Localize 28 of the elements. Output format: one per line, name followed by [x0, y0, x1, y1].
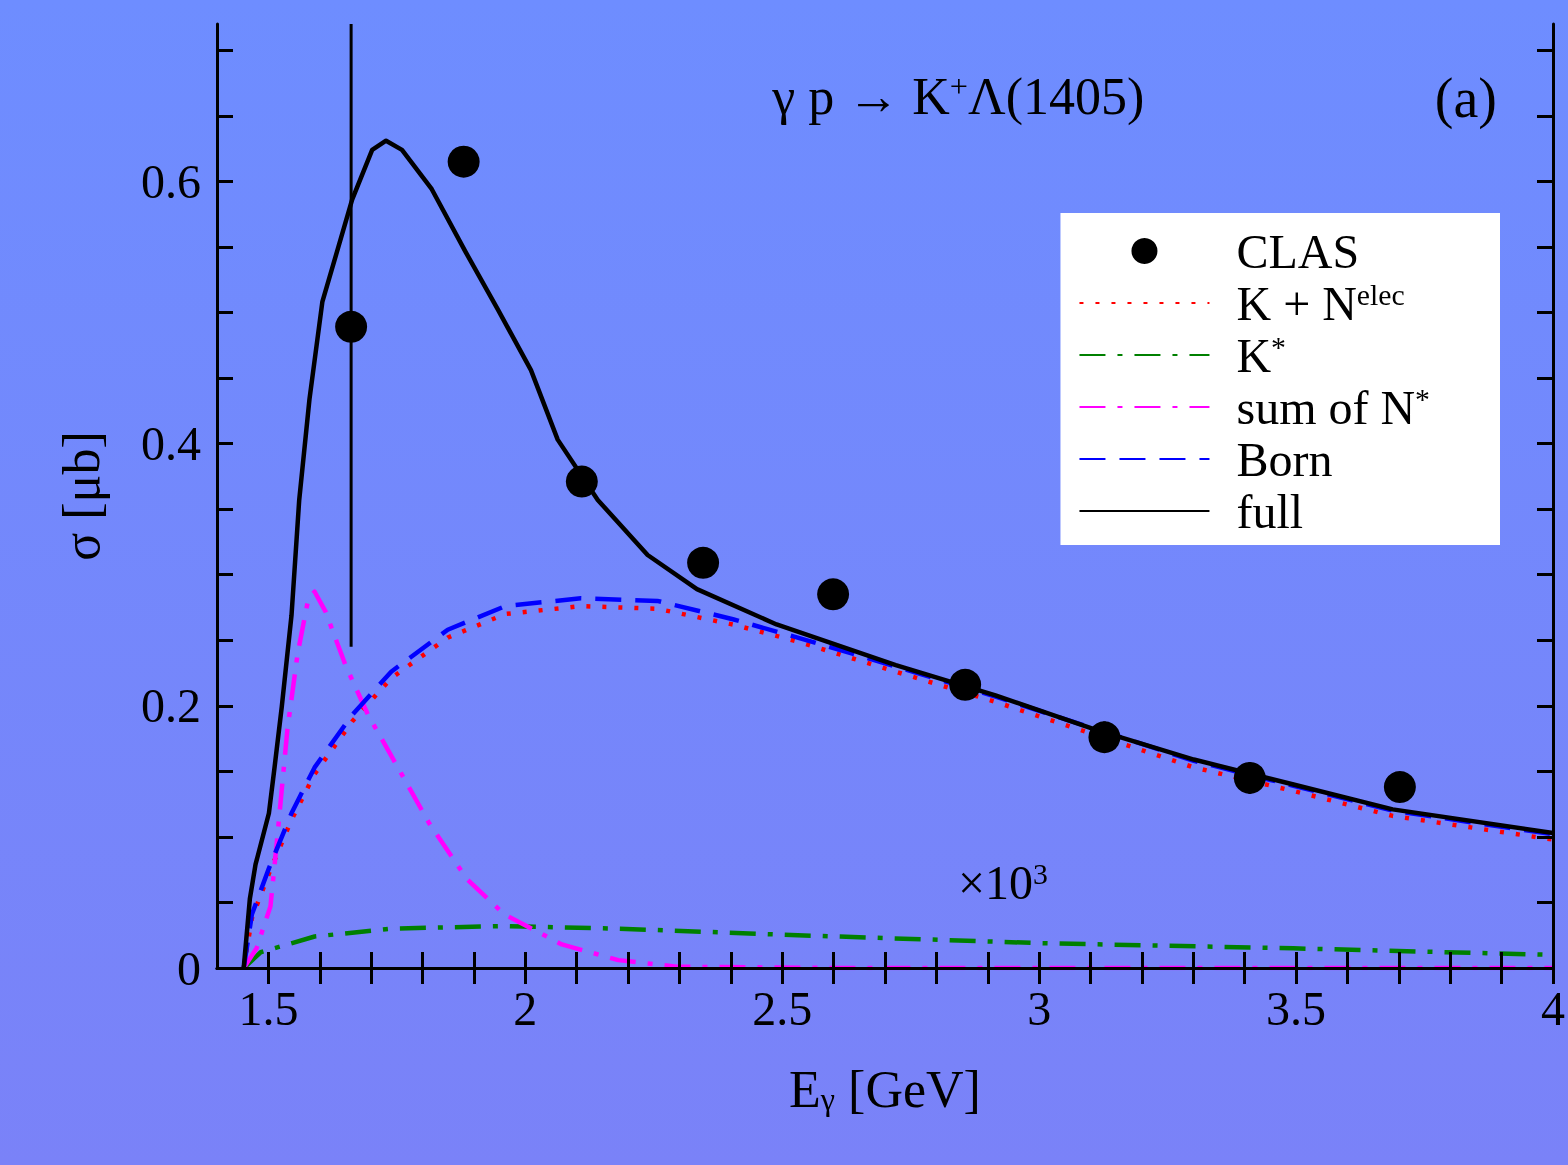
y-tick-label: 0	[177, 941, 201, 995]
x-tick-label: 1.5	[238, 981, 299, 1035]
point	[1088, 721, 1121, 754]
x-tick-label: 4	[1541, 981, 1565, 1035]
x-axis-title: Eγ [GeV]	[789, 1060, 981, 1118]
point	[335, 310, 368, 343]
y-axis-title: σ [μb]	[52, 431, 110, 561]
point	[687, 546, 720, 579]
legend-label: sum of N*	[1236, 380, 1430, 434]
legend-label: Born	[1236, 432, 1333, 486]
x-tick-label: 3.5	[1266, 981, 1327, 1035]
x-tick-label: 2.5	[752, 981, 813, 1035]
text: γ p → K+Λ(1405)	[771, 67, 1145, 126]
x-tick-label: 3	[1027, 981, 1052, 1035]
y-tick-label: 0.2	[141, 679, 201, 733]
point	[949, 668, 982, 701]
point	[1233, 761, 1266, 794]
y-tick-label: 0.6	[141, 154, 201, 208]
point	[447, 145, 480, 178]
annotation: (a)	[1434, 67, 1497, 130]
legend-label: full	[1236, 484, 1304, 538]
legend-label: K*	[1236, 328, 1286, 382]
point	[817, 578, 850, 611]
point	[1383, 771, 1416, 804]
y-tick-label: 0.4	[141, 417, 201, 471]
legend-label: CLAS	[1236, 224, 1360, 278]
x-tick-label: 2	[513, 981, 538, 1035]
point	[565, 465, 598, 498]
